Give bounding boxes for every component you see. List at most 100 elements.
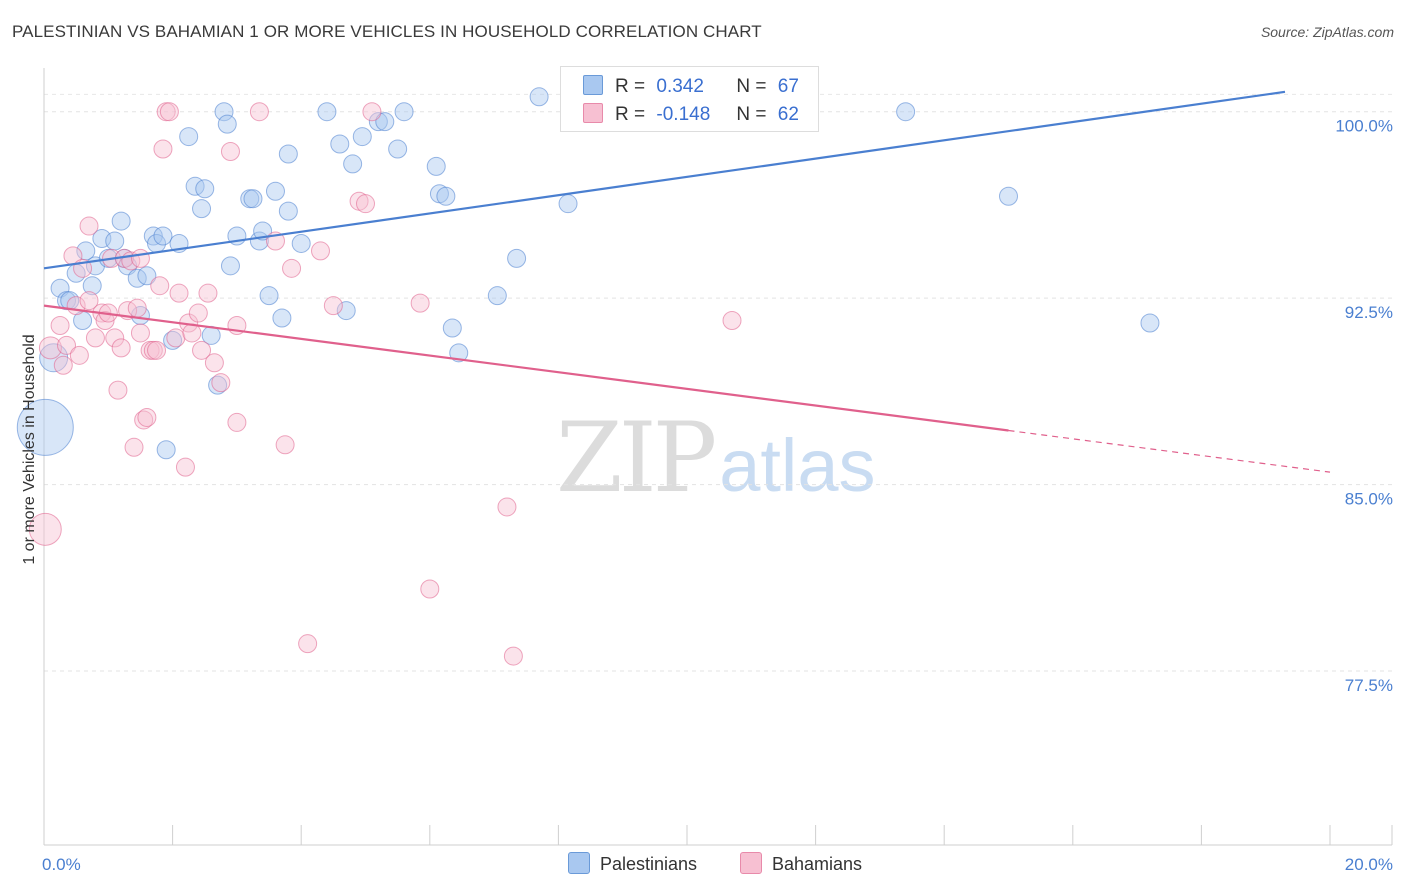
legend-n-label: N = [736,104,767,125]
point-bahamians [169,283,189,303]
point-palestinians [82,276,102,296]
point-bahamians [192,340,212,360]
point-bahamians [282,258,302,278]
data-points [16,87,1160,666]
legend-swatch-palestinians [583,75,603,95]
point-bahamians [323,296,343,316]
point-bahamians [275,435,295,455]
point-bahamians [50,315,70,335]
point-bahamians [79,216,99,236]
point-bahamians [134,410,154,430]
point-palestinians [368,112,388,132]
point-bahamians [53,355,73,375]
watermark-zip: ZIP [556,402,717,514]
point-bahamians [175,457,195,477]
y-tick-label: 85.0% [1345,490,1393,509]
point-bahamians [105,328,125,348]
point-bahamians [188,303,208,323]
point-bahamians [124,437,144,457]
point-bahamians [503,646,523,666]
point-bahamians [57,335,77,355]
point-palestinians [214,102,234,122]
bottom-legend-label-bahamians: Bahamians [772,854,863,874]
trend-line-dashed-bahamians [1008,429,1331,473]
watermark-atlas: atlas [719,424,876,507]
point-palestinians [179,127,199,147]
legend-n-value: 67 [777,76,799,97]
point-bahamians [137,407,157,427]
trend-lines [43,90,1331,473]
point-bahamians [420,579,440,599]
point-palestinians [507,248,527,268]
legend-row-bahamians: R = -0.148 N = 62 [583,103,799,129]
point-palestinians [436,186,456,206]
point-palestinians [192,199,212,219]
y-tick-label: 100.0% [1335,117,1393,136]
point-palestinians [16,398,74,456]
point-bahamians [130,323,150,343]
point-bahamians [211,373,231,393]
point-palestinians [336,301,356,321]
point-palestinians [375,112,395,132]
point-bahamians [159,102,179,122]
point-palestinians [111,211,131,231]
legend-row-palestinians: R = 0.342 N = 67 [583,75,799,101]
legend-n-label: N = [736,76,767,97]
bottom-legend-palestinians: Palestinians [568,852,697,875]
point-bahamians [127,298,147,318]
point-palestinians [265,181,285,201]
point-bahamians [153,139,173,159]
axes [43,68,1393,846]
point-bahamians [147,340,167,360]
point-bahamians [85,328,105,348]
point-palestinians [352,127,372,147]
point-bahamians [204,353,224,373]
point-bahamians [410,293,430,313]
y-tick-label: 92.5% [1345,303,1393,322]
legend-n-value: 62 [777,104,799,125]
bottom-legend-label-palestinians: Palestinians [600,854,698,874]
stats-legend: R = 0.342 N = 67 R = -0.148 N = 62 [560,66,819,132]
point-bahamians [79,291,99,311]
watermark: ZIPatlas [556,402,876,514]
trend-line-palestinians [43,90,1286,270]
point-palestinians [529,87,549,107]
point-palestinians [105,231,125,251]
point-palestinians [243,189,263,209]
point-bahamians [310,241,330,261]
point-palestinians [163,330,183,350]
point-bahamians [198,283,218,303]
trend-line-bahamians [43,304,1009,432]
x-tick-label: 20.0% [1345,855,1393,874]
bottom-legend-bahamians: Bahamians [740,852,862,875]
point-bahamians [298,634,318,654]
point-palestinians [259,286,279,306]
point-palestinians [426,156,446,176]
point-bahamians [28,512,62,546]
point-palestinians [278,201,298,221]
y-tick-label: 77.5% [1345,676,1393,695]
legend-r-value: 0.342 [656,76,704,97]
point-bahamians [362,102,382,122]
point-bahamians [227,412,247,432]
bottom-legend-swatch-palestinians [568,852,590,874]
point-bahamians [130,248,150,268]
x-tick-label: 0.0% [42,855,81,874]
source-label: Source: ZipAtlas.com [1260,24,1394,40]
bottom-legend-swatch-bahamians [740,852,762,874]
point-bahamians [108,380,128,400]
point-palestinians [330,134,350,154]
point-palestinians [1140,313,1160,333]
point-palestinians [217,114,237,134]
point-palestinians [394,102,414,122]
legend-swatch-bahamians [583,103,603,123]
point-bahamians [111,338,131,358]
point-palestinians [896,102,916,122]
point-palestinians [137,266,157,286]
point-palestinians [156,440,176,460]
point-bahamians [722,311,742,331]
legend-r-value: -0.148 [656,104,711,125]
point-bahamians [497,497,517,517]
point-palestinians [153,226,173,246]
